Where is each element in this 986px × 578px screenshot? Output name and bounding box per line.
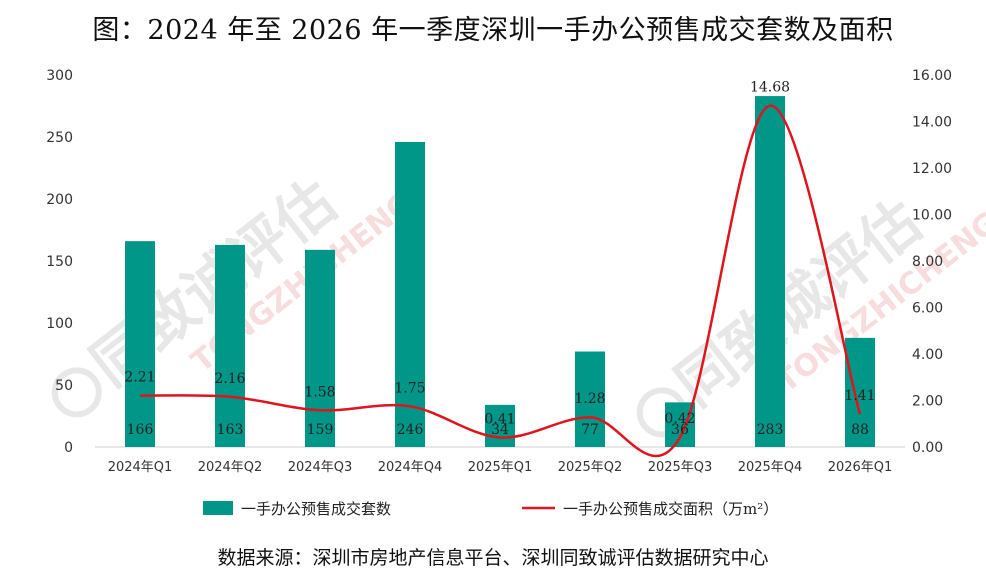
y-left-tick-label: 50 bbox=[55, 378, 73, 394]
bar-value-label: 163 bbox=[217, 422, 244, 438]
legend-swatch-bar bbox=[203, 501, 233, 515]
line-value-label: 1.58 bbox=[304, 384, 335, 400]
y-right-tick-label: 0.00 bbox=[912, 440, 943, 456]
x-tick-label: 2024年Q3 bbox=[288, 460, 353, 475]
y-right-tick-label: 12.00 bbox=[912, 161, 952, 177]
x-tick-label: 2025年Q1 bbox=[468, 460, 533, 475]
bar bbox=[845, 337, 875, 447]
y-left-tick-label: 150 bbox=[46, 254, 73, 270]
line-value-label: 1.28 bbox=[574, 391, 605, 407]
x-tick-label: 2025年Q2 bbox=[558, 460, 623, 475]
y-right-tick-label: 8.00 bbox=[912, 254, 943, 270]
legend-label-bar: 一手办公预售成交套数 bbox=[241, 500, 391, 518]
x-tick-label: 2025年Q4 bbox=[738, 460, 803, 475]
x-tick-label: 2025年Q3 bbox=[648, 460, 713, 475]
bar-value-label: 246 bbox=[397, 422, 424, 438]
legend-label-line: 一手办公预售成交面积（万m²） bbox=[563, 500, 778, 518]
y-left-tick-label: 200 bbox=[46, 192, 73, 208]
area-line bbox=[139, 104, 862, 458]
bar-value-label: 77 bbox=[581, 422, 599, 438]
bar bbox=[395, 141, 425, 447]
line-value-label: 1.75 bbox=[394, 380, 425, 396]
x-tick-label: 2026年Q1 bbox=[828, 460, 893, 475]
y-right-tick-label: 4.00 bbox=[912, 347, 943, 363]
bar-value-label: 36 bbox=[671, 422, 689, 438]
bar-value-label: 283 bbox=[757, 422, 784, 438]
x-tick-label: 2024年Q4 bbox=[378, 460, 443, 475]
bar-value-label: 166 bbox=[127, 422, 154, 438]
watermark-logo-ring bbox=[51, 367, 102, 418]
bar-value-label: 34 bbox=[491, 422, 509, 438]
bar-value-label: 159 bbox=[307, 422, 334, 438]
y-right-tick-label: 10.00 bbox=[912, 208, 952, 224]
bar bbox=[125, 241, 155, 447]
y-left-tick-label: 250 bbox=[46, 130, 73, 146]
bar bbox=[755, 96, 785, 447]
x-tick-label: 2024年Q2 bbox=[198, 460, 263, 475]
bar bbox=[215, 244, 245, 447]
y-left-tick-label: 300 bbox=[46, 68, 73, 84]
bar-series bbox=[125, 96, 875, 447]
bar-value-label: 88 bbox=[851, 422, 869, 438]
x-tick-label: 2024年Q1 bbox=[108, 460, 173, 475]
line-series bbox=[139, 104, 862, 458]
line-value-label: 0.41 bbox=[484, 411, 515, 427]
line-value-label: 14.68 bbox=[750, 80, 790, 96]
y-right-tick-label: 14.00 bbox=[912, 115, 952, 131]
legend: 一手办公预售成交套数 一手办公预售成交面积（万m²） bbox=[203, 500, 778, 518]
y-left-tick-label: 100 bbox=[46, 316, 73, 332]
bar bbox=[575, 351, 605, 447]
bar bbox=[305, 249, 335, 447]
chart-title: 图：2024 年至 2026 年一季度深圳一手办公预售成交套数及面积 bbox=[92, 15, 894, 46]
data-labels: 166 163 159 246 34 77 36 283 88 2.21 2.16 1.58 1.75 0… bbox=[124, 80, 875, 438]
y-right-tick-label: 2.00 bbox=[912, 394, 943, 410]
y-right-tick-label: 16.00 bbox=[912, 68, 952, 84]
y-left-tick-label: 0 bbox=[64, 440, 73, 456]
source-note: 数据来源：深圳市房地产信息平台、深圳同致诚评估数据研究中心 bbox=[217, 547, 769, 569]
line-value-label: 2.16 bbox=[214, 371, 245, 387]
line-value-label: 1.41 bbox=[844, 388, 875, 404]
bar bbox=[485, 404, 515, 447]
y-right-tick-label: 6.00 bbox=[912, 301, 943, 317]
axes: 0 50 100 150 200 250 300 0.00 2.00 4.00 6.00 8.00 10… bbox=[46, 68, 952, 475]
line-value-label: 0.42 bbox=[664, 411, 695, 427]
line-value-label: 2.21 bbox=[124, 370, 155, 386]
